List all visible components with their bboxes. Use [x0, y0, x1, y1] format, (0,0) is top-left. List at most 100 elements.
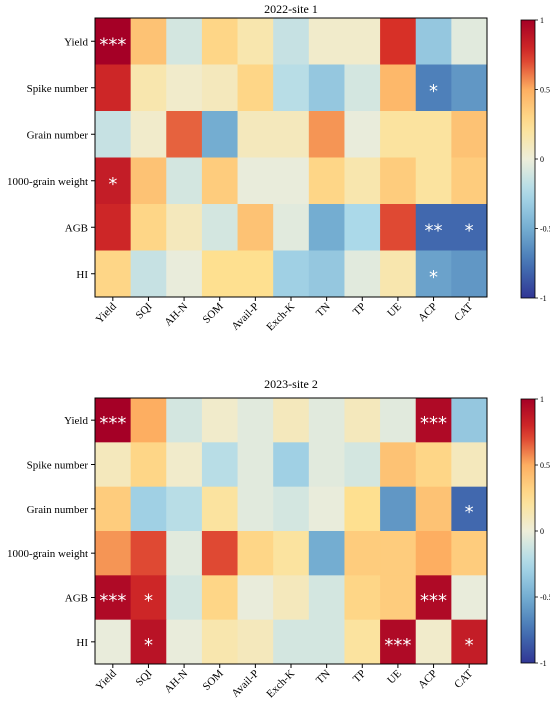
column-label: CAT [452, 667, 475, 690]
heatmap-cell [166, 64, 203, 112]
heatmap-cell [344, 204, 381, 251]
heatmap-cell [166, 111, 203, 158]
heatmap-cell [95, 157, 132, 205]
heatmap-cell [201, 398, 239, 443]
heatmap-cell [201, 250, 239, 298]
heatmap-cell [166, 531, 203, 576]
heatmap-cell [380, 157, 417, 205]
colorbar-tick-label: 0.5 [540, 461, 550, 470]
row-label: Grain number [27, 504, 89, 516]
significance-marker: * [108, 174, 117, 195]
colorbar-tick-label: -0.5 [540, 225, 550, 234]
heatmap-cell [415, 575, 452, 621]
heatmap-cell [273, 486, 310, 532]
heatmap-cell [415, 619, 452, 665]
heatmap-cell [201, 64, 239, 112]
colorbar-tick-label: 0.5 [540, 86, 550, 95]
column-label: Exch-K [264, 668, 297, 701]
chart-title: 2022-site 1 [264, 2, 318, 16]
heatmap-cell [237, 64, 274, 112]
heatmap-cell [237, 204, 274, 251]
heatmap-cell [166, 18, 203, 65]
heatmap-cell [95, 531, 132, 576]
heatmap-cell [201, 18, 239, 65]
heatmap-cell [201, 157, 239, 205]
colorbar [520, 398, 536, 664]
heatmap-cell [130, 111, 167, 158]
heatmap-cell [308, 18, 345, 65]
heatmap-cell [130, 575, 167, 621]
heatmap-cell [380, 531, 417, 576]
heatmap-cell [380, 619, 417, 665]
column-label: SQI [134, 667, 155, 688]
heatmap-cell [273, 250, 310, 298]
heatmap-cell [380, 111, 417, 158]
column-label: AH-N [162, 301, 190, 329]
heatmap-cell [130, 250, 167, 298]
heatmap-cell [273, 157, 310, 205]
heatmap-cell [95, 204, 132, 251]
heatmap-cell [415, 398, 452, 443]
heatmap-cell [237, 111, 274, 158]
heatmap-cell [451, 398, 488, 443]
significance-marker: * [465, 220, 474, 241]
heatmap-cell [344, 157, 381, 205]
heatmap-cell [166, 575, 203, 621]
heatmap-cell [308, 398, 345, 443]
heatmap-cell [201, 619, 239, 665]
heatmap-cell [237, 531, 274, 576]
heatmap-cell [95, 486, 132, 532]
heatmap-cell [166, 486, 203, 532]
heatmap-cell [273, 398, 310, 443]
significance-marker: * [465, 502, 474, 523]
heatmap-cell [344, 442, 381, 488]
heatmap-cell [344, 398, 381, 443]
column-label: Avail-P [229, 301, 261, 333]
heatmap-cell [308, 442, 345, 488]
heatmap-cell [344, 18, 381, 65]
significance-marker: *** [99, 413, 126, 434]
heatmap-cell [237, 157, 274, 205]
column-label: Exch-K [264, 301, 297, 334]
row-label: Grain number [27, 129, 89, 141]
heatmap-cell [273, 18, 310, 65]
significance-marker: *** [99, 34, 126, 55]
colorbar-tick-label: 0 [540, 527, 544, 536]
column-label: TN [314, 668, 333, 687]
heatmap-cell [237, 250, 274, 298]
heatmap-cell [237, 619, 274, 665]
heatmap-cell [237, 398, 274, 443]
heatmap-cell [415, 18, 452, 65]
column-label: AH-N [162, 668, 190, 696]
heatmap-cell [415, 111, 452, 158]
heatmap-cell [451, 486, 488, 532]
heatmap-cell [95, 442, 132, 488]
row-label: AGB [65, 593, 88, 605]
heatmap-cell [308, 575, 345, 621]
heatmap-cell [166, 204, 203, 251]
significance-marker: * [144, 635, 153, 656]
column-label: ACP [416, 301, 440, 325]
heatmap-panel-2: 2023-site 2*** ******* * **** *** *YieldSpike… [7, 377, 550, 700]
column-label: Yield [94, 300, 120, 326]
heatmap-cell [166, 442, 203, 488]
significance-marker: * [465, 635, 474, 656]
heatmap-cell [130, 531, 167, 576]
heatmap-cell [380, 575, 417, 621]
heatmap-cell [451, 64, 488, 112]
heatmap-cell [344, 531, 381, 576]
heatmap-cell [451, 157, 488, 205]
heatmap-cell [273, 575, 310, 621]
heatmap-cell [201, 531, 239, 576]
heatmap-cell [344, 111, 381, 158]
heatmap-cell [344, 575, 381, 621]
heatmap-cell [380, 398, 417, 443]
heatmap-cell [451, 575, 488, 621]
heatmap-cell [344, 64, 381, 112]
heatmap-cell [166, 619, 203, 665]
column-label: TP [351, 301, 369, 319]
heatmap-cell [415, 486, 452, 532]
heatmap-cell [237, 486, 274, 532]
heatmap-cell [273, 531, 310, 576]
